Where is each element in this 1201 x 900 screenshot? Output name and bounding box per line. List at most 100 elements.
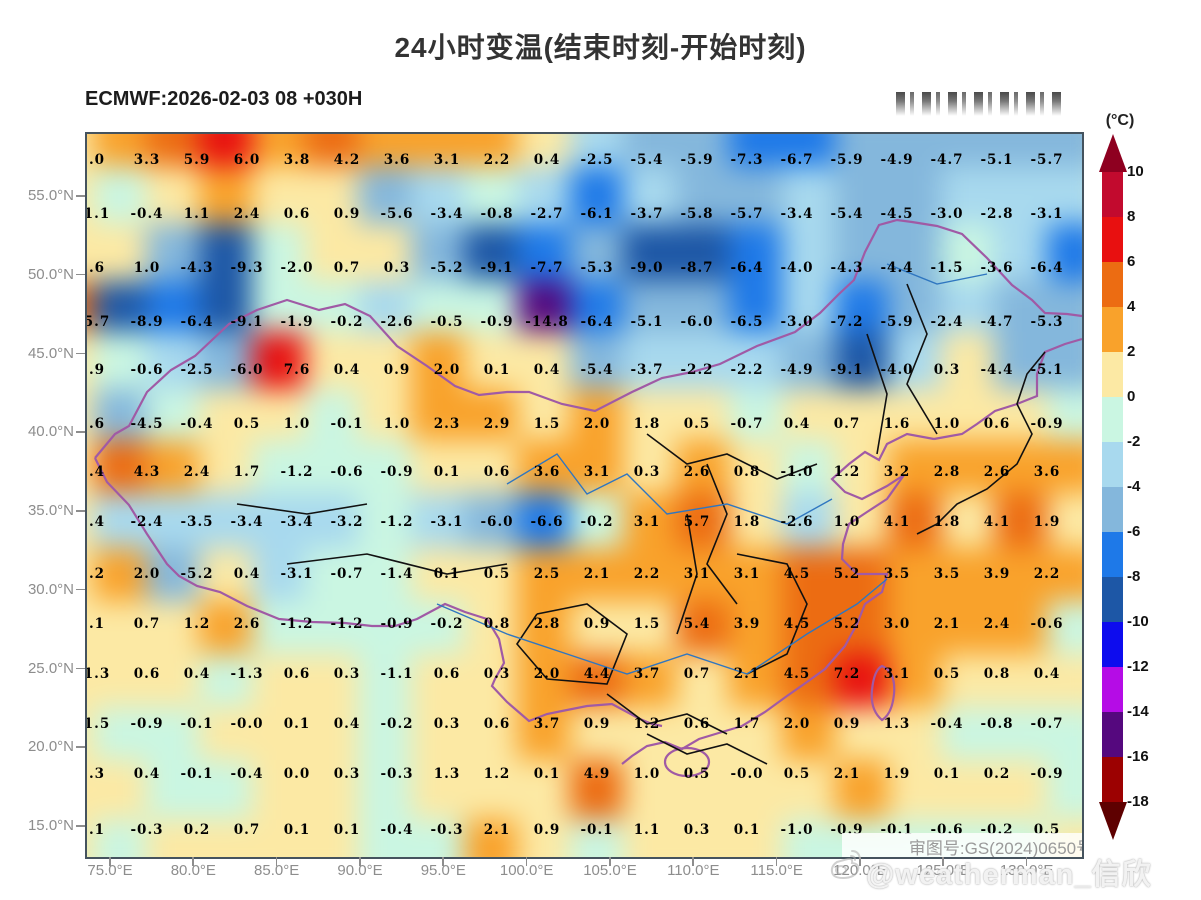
grid-value: 4.5 [783,566,811,582]
grid-value: 2.1 [933,616,961,632]
heat-cell [464,166,521,229]
grid-value: 1.1 [183,206,211,222]
grid-value: -6.0 [680,314,714,330]
grid-value: 3.1 [633,514,661,530]
heat-cell [358,653,415,717]
heat-cell [1047,600,1082,664]
colorbar-tick-label: -18 [1127,793,1149,810]
grid-value: 0.7 [683,666,711,682]
grid-value: -4.9 [780,362,814,378]
heat-cell [252,166,309,229]
heat-cell [676,547,733,611]
grid-value: -2.6 [380,314,414,330]
grid-value: -0.4 [930,716,964,732]
heat-cell [994,439,1051,503]
heat-cell [994,134,1051,172]
lon-tick [942,857,944,866]
grid-value: 2.4 [233,206,261,222]
lon-tick [692,857,694,866]
heat-cell [570,166,627,229]
grid-value: -0.6 [330,464,364,480]
grid-value: 3.9 [983,566,1011,582]
grid-value: 2.9 [483,416,511,432]
heat-cell [888,439,945,503]
heat-cell [517,819,574,857]
grid-value: -6.4 [580,314,614,330]
heat-cell [729,331,786,395]
grid-value: -5.9 [680,152,714,168]
grid-value: -0.7 [730,416,764,432]
heat-cell [87,653,97,717]
grid-value: -1.0 [780,464,814,480]
heat-cell [782,819,839,857]
lat-tick [76,352,85,355]
lon-tick-label: 125.0°E [916,862,971,879]
grid-value: 3.5 [883,566,911,582]
grid-value: 0.5 [683,766,711,782]
grid-value: 0.3 [383,260,411,276]
heat-cell [252,819,309,857]
grid-value: -2.2 [680,362,714,378]
grid-value: 4.4 [583,666,611,682]
grid-value: -1.1 [380,666,414,682]
heat-cell [464,759,521,823]
heat-cell [93,819,150,857]
grid-value: 1.3 [433,766,461,782]
lon-tick-label: 100.0°E [499,862,554,879]
grid-value: 0.4 [333,716,361,732]
heat-cell [570,759,627,823]
lat-tick [76,510,85,512]
heat-cell [941,600,998,664]
grid-value: 0.1 [483,362,511,378]
colorbar-tick-label: -14 [1127,703,1149,720]
heat-cell [411,819,468,857]
heat-cell [570,600,627,664]
grid-value: 0.4 [333,362,361,378]
grid-value: 5.2 [833,616,861,632]
grid-value: -0.4 [130,206,164,222]
heat-cell [411,600,468,664]
coastline-path [621,432,935,765]
heat-cell [994,492,1051,556]
grid-value: -1.2 [280,464,314,480]
heat-cell [1047,134,1082,172]
heat-cell [941,653,998,717]
heat-cell [87,388,97,452]
lat-tick [76,588,85,591]
colorbar-segment [1102,217,1123,262]
heat-cell [93,600,150,664]
grid-value: -5.2 [430,260,464,276]
heat-cell [623,653,680,717]
grid-value: -5.1 [1030,362,1064,378]
grid-value: 1.8 [733,514,761,530]
author-watermark: @weatherman_信欣 [866,859,1152,891]
grid-value: 2.6 [233,616,261,632]
heat-cell [941,759,998,823]
lon-tick-label: 105.0°E [583,862,637,879]
grid-value: -0.3 [130,822,164,838]
grid-value: 1.2 [183,616,211,632]
grid-value: 0.8 [983,666,1011,682]
heat-cell [517,331,574,395]
heat-cell [411,134,468,172]
grid-value: 0.4 [783,416,811,432]
colorbar-segment [1102,262,1123,307]
heat-cell [1047,706,1082,770]
heat-cell [517,759,574,823]
heat-cell [93,331,150,395]
heat-cell [358,706,415,770]
grid-value: 2.2 [633,566,661,582]
heat-cell [93,653,150,717]
heat-cell [835,331,892,395]
colorbar-tick-label: -4 [1127,478,1141,495]
heat-cell [835,547,892,611]
heat-cell [1047,759,1082,823]
grid-value: -4.3 [830,260,864,276]
heat-cell [305,134,362,172]
grid-value: -3.2 [330,514,364,530]
heat-cell [146,759,203,823]
grid-value: -3.6 [980,260,1014,276]
grid-value: 2.1 [833,766,861,782]
colorbar-tick-label: 6 [1127,253,1136,270]
grid-value: -5.3 [580,260,614,276]
